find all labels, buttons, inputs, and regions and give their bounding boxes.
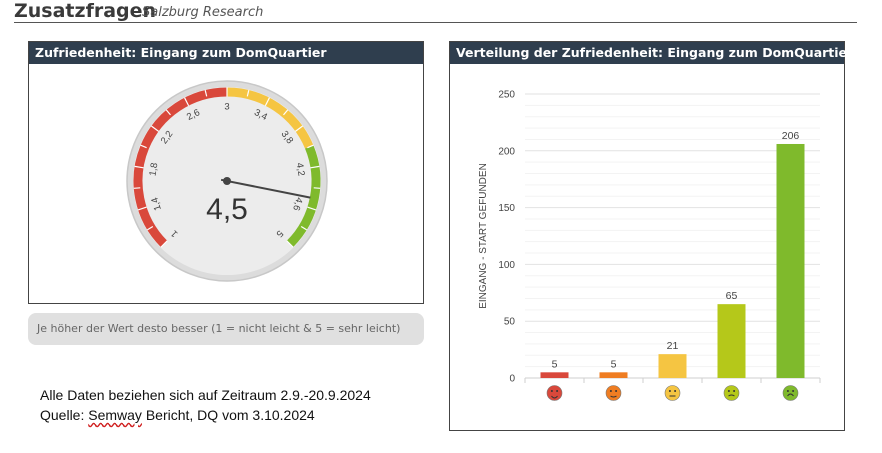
gauge-major-tick: [134, 165, 144, 169]
smiley-eye: [792, 390, 795, 392]
gauge-major-tick: [184, 97, 190, 106]
gauge-tick-label: 4,2: [294, 162, 307, 177]
gauge-minor-tick: [133, 187, 141, 189]
distribution-panel: Verteilung der Zufriedenheit: Eingang zu…: [449, 41, 853, 431]
gauge-panel: Zufriedenheit: Eingang zum DomQuartier 1…: [28, 41, 424, 304]
gauge-band-2: [286, 145, 321, 248]
footer-source: Quelle: Semway Bericht, DQ vom 3.10.2024: [40, 407, 315, 423]
gauge-tick-label: 1,4: [149, 196, 164, 212]
gauge-tick-label: 1: [169, 228, 181, 240]
gauge-major-tick: [151, 125, 159, 132]
gauge-major-tick: [160, 240, 168, 248]
gauge-minor-tick: [300, 225, 308, 231]
footer-period: Alle Daten beziehen sich auf Zeitraum 2.…: [40, 387, 371, 403]
distribution-panel-title: Verteilung der Zufriedenheit: Eingang zu…: [450, 42, 853, 64]
gauge-minor-tick: [313, 187, 321, 189]
gauge-minor-tick: [246, 89, 250, 97]
gauge-tick-label: 4,6: [290, 196, 305, 212]
smiley-unhappy-icon: [605, 385, 622, 401]
smiley-mouth: [787, 393, 794, 397]
y-axis-title: EINGANG - START GEFUNDEN: [478, 163, 489, 309]
gauge-minor-tick: [307, 144, 314, 149]
gauge-tick-label: 3,4: [252, 107, 269, 123]
y-tick-label: 250: [498, 90, 515, 101]
gauge-major-tick: [137, 206, 147, 211]
y-tick-label: 200: [498, 146, 515, 157]
gauge-tick-label: 1,8: [147, 162, 160, 177]
smiley-eye: [615, 390, 618, 392]
smiley-eye: [727, 390, 730, 392]
scale-note: Je höher der Wert desto besser (1 = nich…: [28, 313, 424, 345]
gauge-minor-tick: [165, 109, 171, 116]
smiley-eye: [668, 390, 671, 392]
smiley-eye: [733, 390, 736, 392]
smiley-mouth: [728, 394, 735, 397]
data-label: 5: [552, 358, 558, 370]
gauge-major-tick: [310, 165, 320, 169]
gauge-band-1: [226, 87, 314, 149]
data-label: 21: [667, 340, 679, 352]
data-label: 5: [611, 358, 617, 370]
gauge-major-tick: [295, 125, 303, 132]
smiley-eye: [550, 390, 553, 392]
footer-source-prefix: Quelle:: [40, 407, 89, 423]
gauge-minor-tick: [140, 144, 147, 149]
gauge-minor-tick: [204, 89, 208, 97]
bar-happy: [717, 304, 746, 378]
smiley-eye: [609, 390, 612, 392]
gauge-tick-label: 2,6: [185, 107, 202, 123]
gauge-minor-tick: [146, 225, 154, 231]
smiley-happy-icon: [723, 385, 740, 401]
page-title: Zusatzfragen: [14, 0, 157, 22]
smiley-eye: [786, 390, 789, 392]
data-label: 206: [782, 130, 800, 142]
y-tick-label: 150: [498, 203, 515, 214]
bar-very-unhappy: [540, 372, 569, 378]
gauge-panel-title: Zufriedenheit: Eingang zum DomQuartier: [29, 42, 423, 64]
smiley-very-happy-icon: [782, 385, 799, 401]
smiley-very-unhappy-icon: [546, 385, 563, 401]
bar-very-happy: [776, 143, 805, 378]
bar-unhappy: [599, 372, 628, 378]
bar-neutral: [658, 354, 687, 378]
smiley-eye: [556, 390, 559, 392]
smiley-mouth: [610, 395, 617, 398]
gauge-needle-hub: [223, 177, 231, 185]
gauge-major-tick: [264, 97, 270, 106]
gauge-major-tick: [286, 240, 294, 248]
y-tick-label: 0: [509, 374, 515, 385]
y-tick-label: 50: [504, 317, 516, 328]
gauge-minor-tick: [283, 109, 289, 116]
gauge-tick-label: 5: [274, 228, 286, 240]
y-tick-label: 100: [498, 260, 515, 271]
smiley-mouth: [551, 395, 558, 399]
footer-source-rest: Bericht, DQ vom 3.10.2024: [141, 407, 315, 423]
gauge-major-tick: [307, 206, 317, 211]
gauge-tick-label: 3: [224, 102, 229, 113]
gauge-needle: [220, 178, 311, 199]
smiley-eye: [674, 390, 677, 392]
smiley-neutral-icon: [664, 385, 681, 401]
gauge-chart: 11,41,82,22,633,43,84,24,654,5: [126, 80, 328, 282]
data-label: 65: [726, 290, 738, 302]
gauge-value-label: 4,5: [206, 193, 248, 226]
title-divider: [14, 22, 857, 23]
distribution-bar-chart: 0 50 100 150 200 250 EINGANG - START GEFUNDEN 5…: [478, 90, 821, 401]
page-subtitle: Salzburg Research: [142, 5, 264, 20]
footer-source-word: Semway: [88, 407, 142, 423]
